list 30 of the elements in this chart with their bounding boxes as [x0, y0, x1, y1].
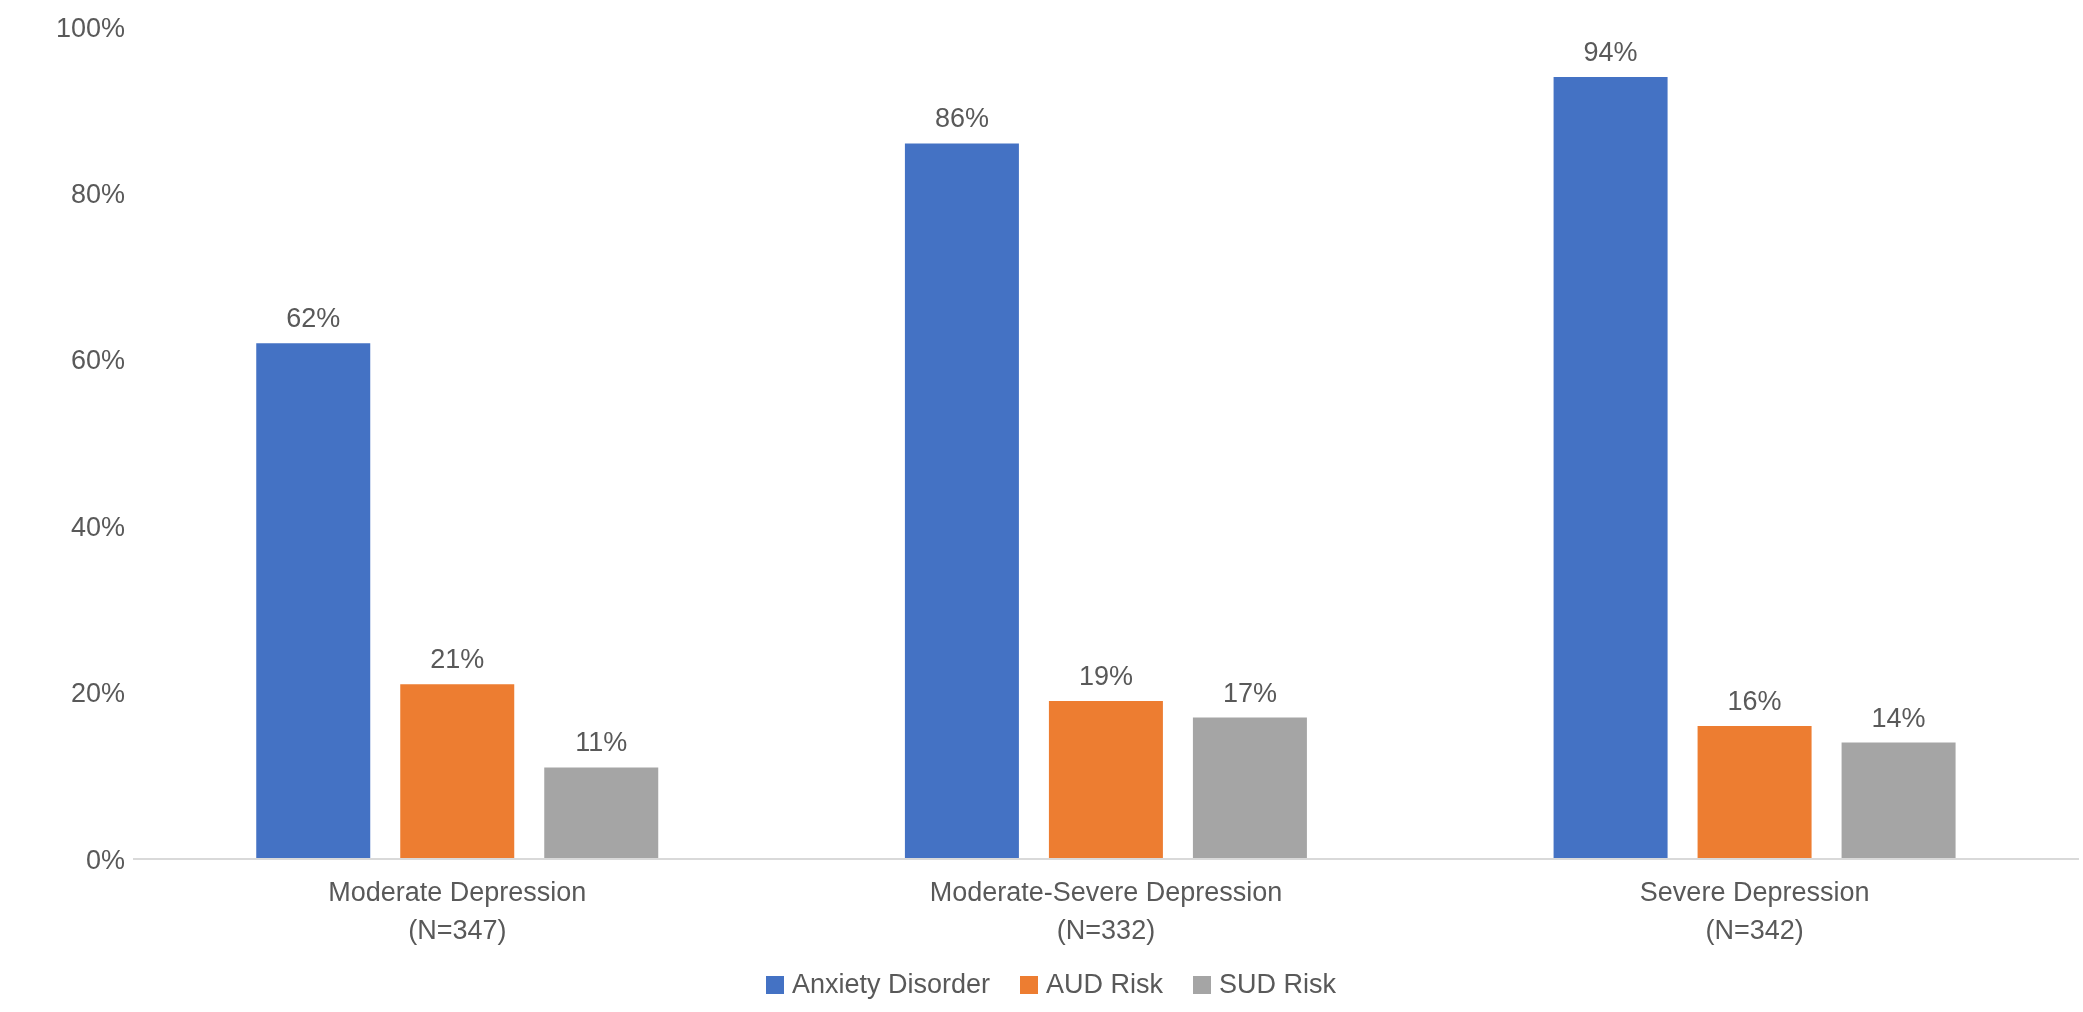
data-label: 62% — [286, 303, 341, 334]
x-tick-label: Moderate-Severe Depression (N=332) — [929, 877, 1283, 945]
data-label: 94% — [1583, 36, 1638, 67]
bar — [1697, 725, 1812, 859]
data-label: 16% — [1727, 685, 1782, 716]
data-label: 11% — [575, 727, 628, 758]
data-label: 19% — [1078, 660, 1133, 691]
x-tick-label: Severe Depression (N=342) — [1639, 877, 1870, 945]
y-tick-label: 20% — [70, 678, 125, 709]
data-label: 17% — [1222, 677, 1277, 708]
y-tick-label: 0% — [85, 844, 125, 875]
legend-label: SUD Risk — [1219, 969, 1337, 1000]
data-label: 14% — [1871, 702, 1926, 733]
bar — [1192, 717, 1307, 859]
bar — [256, 343, 371, 859]
bar — [1841, 742, 1956, 859]
data-label: 86% — [934, 103, 989, 134]
y-tick-label: 60% — [70, 345, 125, 376]
legend-label: AUD Risk — [1046, 969, 1164, 1000]
bar — [544, 767, 659, 859]
y-tick-label: 80% — [70, 178, 125, 209]
y-tick-label: 100% — [55, 12, 125, 43]
bar — [904, 143, 1019, 859]
legend-label: Anxiety Disorder — [791, 969, 991, 1000]
y-tick-label: 40% — [70, 511, 125, 542]
x-tick-label: Moderate Depression (N=347) — [328, 877, 587, 945]
bar — [1048, 700, 1163, 859]
data-label: 21% — [430, 644, 485, 675]
bar — [400, 684, 515, 859]
bar — [1553, 76, 1668, 859]
